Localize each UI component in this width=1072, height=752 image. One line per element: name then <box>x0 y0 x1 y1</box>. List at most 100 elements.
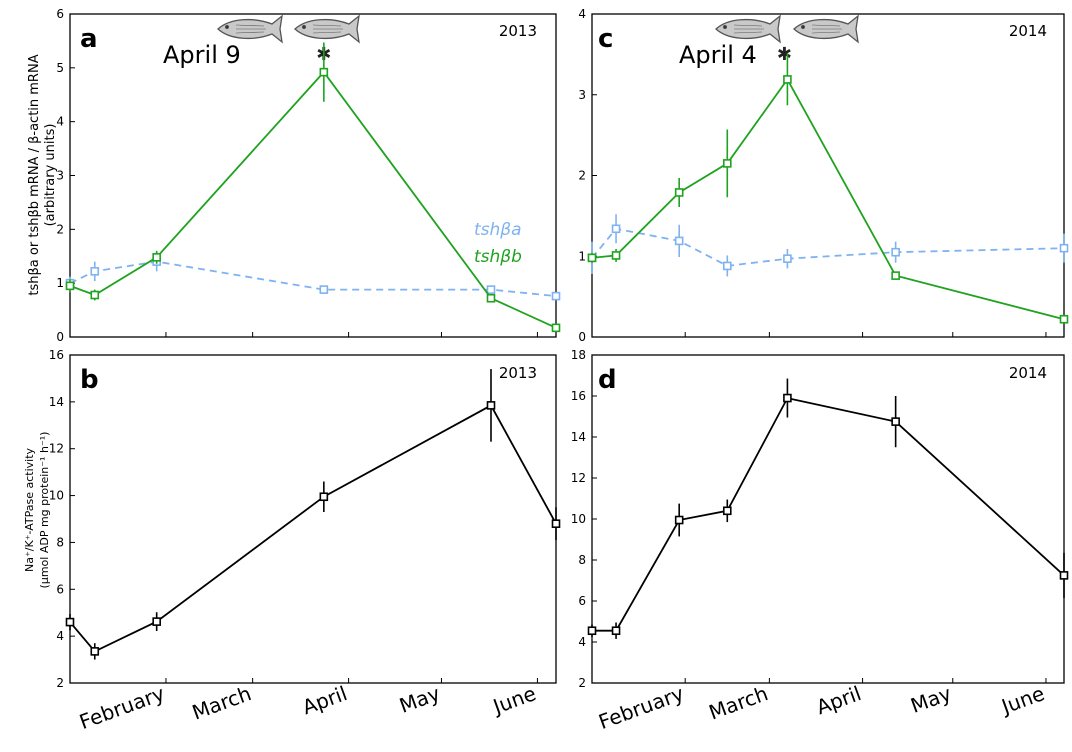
panel-c-frame <box>591 13 1065 338</box>
y-tick-label: 12 <box>571 471 586 485</box>
legend-tshba: tshβa <box>474 220 522 240</box>
x-tick-label: June <box>997 681 1048 719</box>
data-point <box>551 323 561 333</box>
data-point <box>611 224 621 234</box>
series-nka-b <box>65 369 561 660</box>
x-tick-label: May <box>907 681 954 718</box>
data-point <box>486 285 496 294</box>
fish-icon <box>793 15 859 43</box>
data-point <box>486 293 496 303</box>
data-point <box>551 291 561 301</box>
x-tick-label: March <box>189 681 255 724</box>
panel-d-frame <box>591 354 1065 684</box>
series-line <box>69 260 557 297</box>
x-tick-label: May <box>396 681 443 718</box>
panel-b-year: 2013 <box>499 364 537 382</box>
panel-a-fish-icons <box>217 15 360 43</box>
data-point <box>1059 243 1069 253</box>
ylabel-bottom-line2: (μmol ADP mg protein⁻¹ h⁻¹) <box>38 432 51 589</box>
data-point <box>674 236 684 246</box>
panel-a-year: 2013 <box>499 22 537 40</box>
x-tick-label: April <box>299 681 350 719</box>
panel-b-plot: 2 4 6 8 10 12 14 16 February March April May June <box>49 348 561 734</box>
data-point <box>722 159 732 168</box>
data-point <box>319 67 329 77</box>
y-tick-label: 10 <box>571 512 586 526</box>
y-tick-label: 4 <box>578 635 586 649</box>
data-point <box>152 253 161 262</box>
ylabel-top-line1: tshβa or tshβb mRNA / β-actin mRNA <box>27 54 42 295</box>
y-tick-label: 18 <box>571 348 586 362</box>
legend-tshbb: tshβb <box>474 247 522 267</box>
data-point <box>65 617 75 627</box>
y-tick-label: 12 <box>49 442 64 456</box>
panel-b-frame <box>69 354 557 684</box>
ylabel-bottom-line1: Na⁺/K⁺-ATPase activity <box>23 447 36 572</box>
data-point <box>90 267 100 276</box>
y-tick-label: 6 <box>56 582 64 596</box>
series-nka-d <box>587 378 1069 639</box>
data-point <box>551 519 561 528</box>
data-point <box>891 271 900 280</box>
legend: tshβa tshβb <box>474 220 522 267</box>
data-point <box>1059 314 1069 324</box>
data-point <box>783 393 792 403</box>
data-point <box>90 647 100 656</box>
y-tick-label: 14 <box>571 430 586 444</box>
data-point <box>674 515 684 525</box>
data-point <box>90 290 100 300</box>
y-tick-label: 1 <box>578 249 586 263</box>
fish-icon <box>715 15 781 43</box>
panel-c-fish-icons <box>715 15 859 43</box>
y-tick-label: 16 <box>49 348 64 362</box>
y-tick-label: 16 <box>571 389 586 403</box>
panel-c-plot: 0 1 2 3 4 ✱ <box>578 7 1069 344</box>
panel-c-year: 2014 <box>1009 22 1047 40</box>
ylabel-bottom: Na⁺/K⁺-ATPase activity (μmol ADP mg prot… <box>23 432 51 589</box>
ylabel-top: tshβa or tshβb mRNA / β-actin mRNA (arbi… <box>27 54 58 295</box>
panel-d-plot: 2 4 6 8 10 12 14 16 18 February March April May June <box>571 348 1069 734</box>
x-tick-label: March <box>706 681 772 724</box>
y-tick-label: 8 <box>56 535 64 549</box>
y-tick-label: 6 <box>578 594 586 608</box>
panel-c-smolt-date: April 4 <box>679 41 757 69</box>
x-tick-label: February <box>76 681 168 734</box>
series-line <box>591 77 1065 321</box>
y-tick-label: 8 <box>578 553 586 567</box>
y-tick-label: 2 <box>578 676 586 690</box>
y-tick-label: 0 <box>56 330 64 344</box>
x-tick-label: February <box>595 681 687 734</box>
y-tick-label: 10 <box>49 489 64 503</box>
series-tshβb-c <box>587 53 1069 324</box>
fish-icon <box>217 15 283 43</box>
series-line <box>69 70 557 329</box>
y-tick-label: 0 <box>578 330 586 344</box>
y-tick-label: 14 <box>49 395 64 409</box>
data-point <box>587 253 597 263</box>
data-point <box>674 188 684 197</box>
series-line <box>69 404 557 653</box>
series-tshβb-a <box>65 42 561 333</box>
y-tick-label: 4 <box>56 629 64 643</box>
y-tick-label: 1 <box>56 276 64 290</box>
data-point <box>152 617 161 626</box>
y-tick-label: 2 <box>56 676 64 690</box>
data-point <box>65 281 75 291</box>
data-point <box>611 251 621 260</box>
series-line <box>592 397 1065 632</box>
significance-star: ✱ <box>777 44 792 65</box>
panel-letter-b: b <box>80 365 99 395</box>
data-point <box>891 247 900 257</box>
panel-a-smolt-date: April 9 <box>163 41 241 69</box>
y-tick-label: 4 <box>56 115 64 129</box>
y-tick-label: 4 <box>578 7 586 21</box>
data-point <box>891 417 900 426</box>
panel-d-year: 2014 <box>1009 364 1047 382</box>
y-tick-label: 6 <box>56 7 64 21</box>
y-tick-label: 3 <box>578 88 586 102</box>
panel-letter-d: d <box>598 365 617 395</box>
data-point <box>486 401 496 410</box>
data-point <box>587 626 597 636</box>
